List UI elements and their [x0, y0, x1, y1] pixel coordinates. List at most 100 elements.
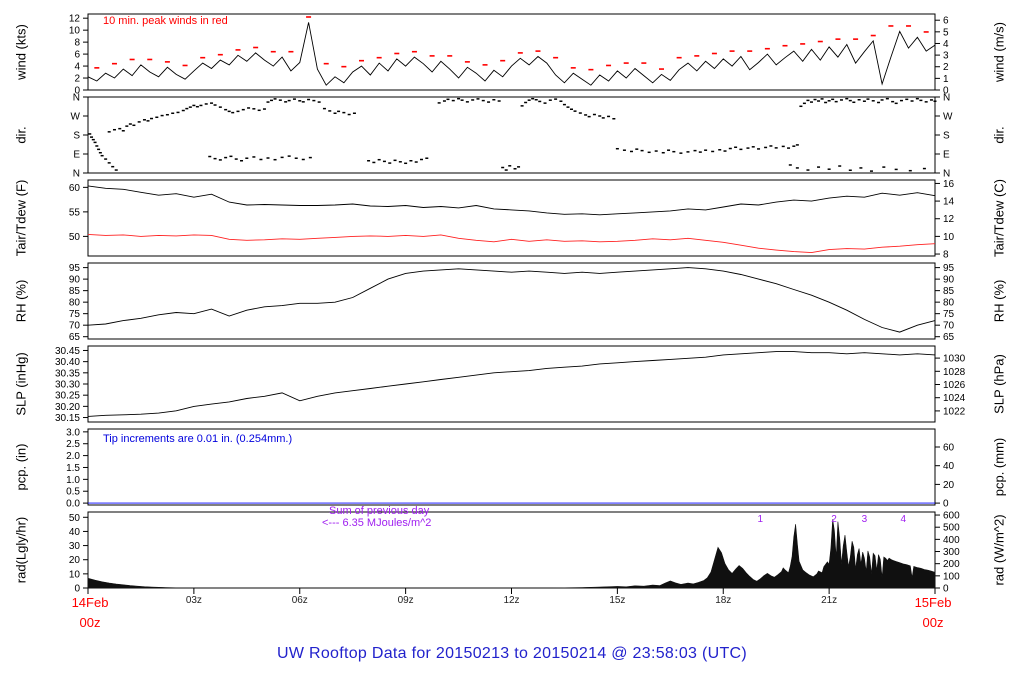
radiation-right-tick-label: 300	[943, 547, 960, 558]
wind-direction-right-tick-label: N	[943, 93, 950, 104]
dir-point	[598, 115, 602, 117]
relative-humidity-left-tick-label: 90	[69, 275, 81, 286]
dir-point	[554, 98, 558, 100]
dir-point	[192, 104, 196, 107]
precipitation-left-tick-label: 3.0	[66, 427, 80, 438]
rad-sum-note-line2: <--- 6.35 MJoules/m^2	[322, 517, 432, 529]
wind-kts-line	[87, 22, 936, 86]
dir-point	[905, 98, 909, 101]
dir-point	[827, 168, 831, 170]
dir-point	[301, 101, 305, 103]
x-hour-label-18z: 18z	[715, 595, 731, 606]
dir-point	[584, 114, 588, 116]
dir-point	[107, 131, 111, 133]
x-start-date-label: 14Feb 00z	[72, 593, 109, 633]
wind-speed-right-tick-label: 1	[943, 74, 949, 85]
temperature-right-tick-label: 14	[943, 197, 955, 208]
dir-point	[114, 169, 118, 171]
rad-marker-3: 3	[862, 514, 868, 525]
dir-point	[718, 149, 722, 151]
dir-point	[910, 100, 914, 102]
wind-speed-left-tick-label: 10	[69, 26, 81, 37]
wind-direction-left-tick-label: W	[71, 112, 81, 123]
dir-point	[672, 150, 676, 153]
dir-point	[517, 166, 521, 168]
dir-point	[882, 166, 886, 168]
radiation-right-tick-label: 400	[943, 535, 960, 546]
relative-humidity-left-tick-label: 65	[69, 332, 81, 343]
dir-right-axis-title: dir.	[991, 126, 1007, 144]
pcp-left-axis-title: pcp. (in)	[13, 443, 29, 491]
dir-point	[312, 99, 316, 102]
x-hour-label-12z: 12z	[503, 595, 519, 606]
radiation-left-tick-label: 40	[69, 527, 81, 538]
dir-point	[176, 111, 180, 114]
dir-point	[774, 147, 778, 149]
dir-point	[437, 102, 441, 104]
dir-point	[788, 164, 792, 166]
radiation-right-tick-label: 500	[943, 523, 960, 534]
dir-point	[259, 158, 263, 161]
dir-point	[562, 103, 566, 106]
dir-point	[146, 120, 150, 122]
dir-point	[520, 105, 524, 107]
dir-point	[769, 145, 773, 147]
temperature-right-tick-label: 16	[943, 179, 955, 190]
dir-point	[245, 157, 249, 159]
rad-marker-4: 4	[900, 514, 906, 525]
temp-left-axis-title: Tair/Tdew (F)	[13, 179, 29, 257]
dir-point	[236, 110, 240, 113]
dir-point	[181, 109, 185, 112]
dir-point	[104, 158, 108, 160]
wind-speed-right-tick-label: 4	[943, 39, 949, 50]
dir-point	[587, 115, 591, 118]
dir-point	[273, 158, 277, 161]
dir-point	[799, 105, 803, 108]
dir-point	[307, 98, 311, 101]
wind-speed-right-tick-label: 6	[943, 16, 949, 27]
dir-point	[527, 99, 531, 101]
radiation-right-tick-label: 0	[943, 584, 949, 595]
pressure-left-tick-label: 30.15	[55, 413, 80, 424]
x-start-date-line2: 00z	[79, 615, 101, 631]
dir-point	[218, 106, 222, 108]
dir-point	[734, 146, 738, 148]
dir-point	[241, 108, 245, 111]
pressure-left-tick-label: 30.30	[55, 380, 80, 391]
wind-left-axis-title: wind (kts)	[13, 24, 29, 80]
dir-point	[566, 106, 570, 108]
rad-right-axis-title: rad (W/m^2)	[991, 514, 1007, 586]
dir-point	[377, 158, 381, 161]
dir-point	[292, 98, 296, 100]
dir-point	[446, 98, 450, 101]
dir-point	[504, 169, 508, 171]
dir-point	[213, 104, 217, 106]
relative-humidity-right-tick-label: 90	[943, 275, 955, 286]
rad-left-axis-title: rad(Lgly/hr)	[13, 516, 29, 584]
dir-point	[247, 107, 251, 109]
dir-point	[933, 100, 937, 102]
wind-direction-left-tick-label: E	[73, 150, 80, 161]
dir-point	[308, 156, 312, 159]
dir-point	[894, 168, 898, 171]
dir-point	[795, 167, 799, 169]
dir-point	[831, 98, 835, 101]
dir-point	[98, 151, 102, 154]
dir-point	[367, 160, 371, 162]
dir-point	[929, 99, 933, 101]
pcp-right-axis-title: pcp. (mm)	[991, 437, 1007, 497]
dir-point	[287, 155, 291, 157]
relative-humidity-left-tick-label: 80	[69, 298, 81, 309]
pressure-left-tick-label: 30.45	[55, 346, 80, 357]
dir-point	[838, 165, 842, 167]
relative-humidity-right-tick-label: 80	[943, 298, 955, 309]
dir-point	[128, 123, 132, 125]
dir-point	[208, 155, 212, 158]
dir-point	[404, 162, 408, 165]
dir-point	[118, 127, 122, 130]
precipitation-left-tick-label: 2.5	[66, 439, 80, 450]
dir-point	[698, 151, 702, 153]
dir-point	[107, 162, 111, 164]
wind-direction-right-tick-label: S	[943, 131, 950, 142]
dir-point	[185, 107, 189, 110]
